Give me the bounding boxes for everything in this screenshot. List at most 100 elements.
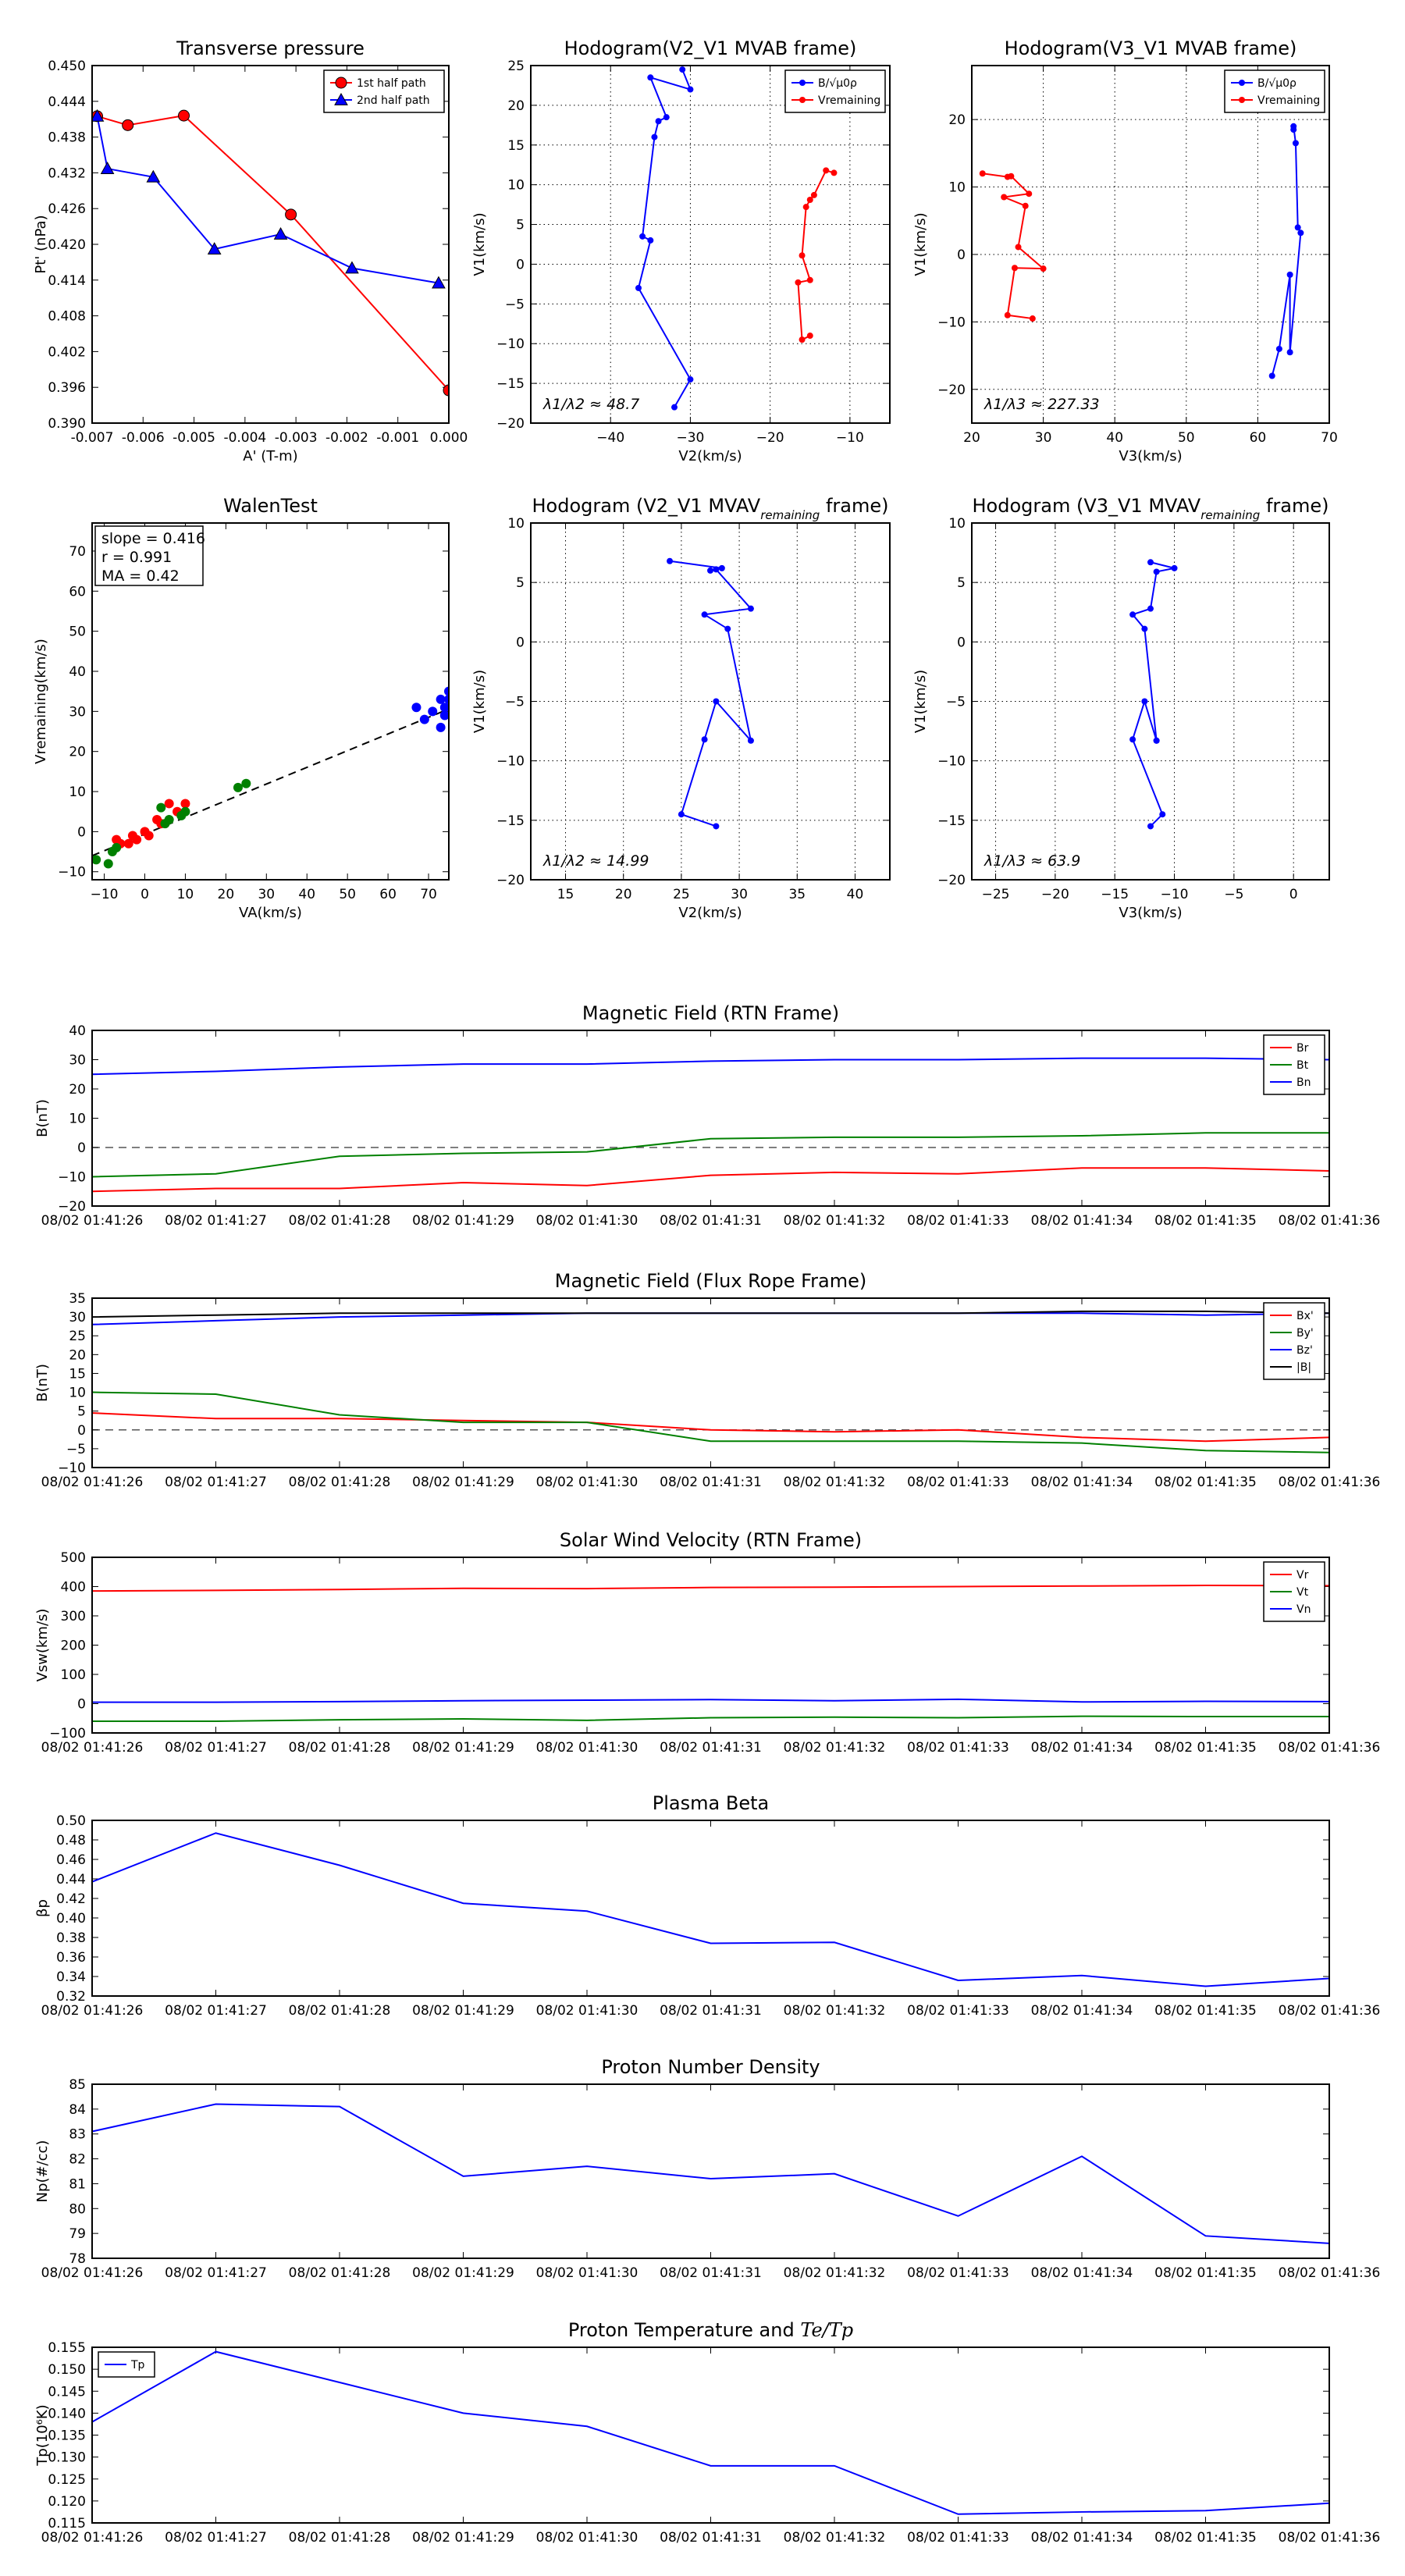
y-tick-label: 0.414 [48,273,86,289]
x-tick-label: 25 [673,887,690,902]
y-tick-label: 0.46 [56,1852,86,1868]
chart-title: Plasma Beta [653,1792,769,1814]
data-point [701,611,708,618]
stats-line: MA = 0.42 [101,568,180,585]
x-tick-label: 08/02 01:41:29 [412,1213,514,1229]
x-tick-label: 60 [1250,430,1267,446]
y-tick-label: 0.36 [56,1950,86,1966]
chart-mag-rtn: Magnetic Field (RTN Frame) 08/02 01:41:26… [34,1002,1380,1229]
x-tick-label: 15 [557,887,574,902]
data-point [144,831,154,841]
x-tick-label: 08/02 01:41:33 [907,2003,1009,2019]
y-tick-label: −10 [496,754,525,770]
data-point [663,114,670,121]
chart-title: Hodogram (V3_V1 MVAVremaining frame) [973,495,1329,522]
x-tick-label: −30 [676,430,704,446]
data-layer [92,686,449,869]
data-point [436,694,446,704]
y-tick-label: 10 [507,516,525,532]
data-point [428,706,438,717]
x-tick-label: 08/02 01:41:31 [660,1213,762,1229]
y-tick-label: 85 [69,2077,86,2093]
data-point [635,284,642,291]
y-tick-label: 0.34 [56,1969,86,1985]
data-point [241,778,251,788]
data-point [1129,611,1136,618]
y-tick-label: −15 [496,376,525,392]
series-line [797,169,834,341]
data-point [1008,173,1015,180]
x-tick-label: 0 [140,887,149,902]
data-point [651,133,658,141]
y-tick-label: 10 [69,785,86,800]
series-line [1271,126,1302,376]
x-tick-label: 0 [1289,887,1298,902]
series-line [92,1391,1329,1453]
legend-label: Vremaining [1257,94,1320,107]
x-tick-label: 20 [963,430,980,446]
x-tick-label: 08/02 01:41:33 [907,2530,1009,2546]
y-tick-label: −10 [496,336,525,352]
legend-box [1263,1302,1325,1380]
x-tick-label: 08/02 01:41:35 [1154,1475,1257,1490]
data-point [810,191,817,198]
x-tick-label: 40 [298,887,315,902]
legend-label: Vn [1297,1603,1311,1616]
y-tick-label: 10 [69,1112,86,1127]
y-tick-label: 10 [948,180,966,196]
series-line [669,560,752,827]
data-point [655,118,662,125]
stats-line: slope = 0.416 [101,530,205,547]
y-tick-label: 0.438 [48,130,86,146]
y-tick-label: 0 [516,257,525,272]
chart-title: Magnetic Field (Flux Rope Frame) [555,1270,866,1292]
x-tick-label: 08/02 01:41:35 [1154,1740,1257,1756]
data-point [1153,568,1160,575]
chart-title: WalenTest [223,495,318,517]
y-tick-label: −100 [49,1726,86,1742]
y-tick-label: 20 [948,112,966,128]
data-point [707,567,713,574]
y-tick-label: 0.42 [56,1891,86,1907]
data-point [419,714,429,724]
y-tick-label: 84 [69,2102,86,2118]
x-tick-label: 08/02 01:41:26 [41,2003,144,2019]
x-tick-label: 60 [379,887,397,902]
chart-title: Hodogram(V3_V1 MVAB frame) [1005,37,1297,59]
y-axis-label: B(nT) [34,1099,51,1137]
x-axis-label: V2(km/s) [678,905,742,921]
data-point [273,226,288,240]
data-layer [1129,559,1178,830]
data-point [806,333,813,340]
y-tick-label: 0.135 [48,2428,86,2444]
data-layer [92,2350,1329,2515]
data-point [156,802,166,813]
x-tick-label: 08/02 01:41:34 [1031,2265,1133,2281]
x-tick-label: 08/02 01:41:29 [412,1740,514,1756]
chart-hodo-v3v1-mvab: Hodogram(V3_V1 MVAB frame) 20 30 40 50 60 70 −2… [912,37,1338,464]
y-tick-label: 15 [69,1366,86,1382]
plot-frame [91,2083,1330,2259]
data-layer [92,2103,1329,2244]
data-point [439,710,449,720]
legend-box [323,69,445,113]
x-tick-label: 08/02 01:41:32 [784,2530,886,2546]
data-point [718,564,725,571]
x-axis-label: V3(km/s) [1119,905,1182,921]
series-line [92,2350,1329,2515]
y-tick-label: 20 [507,98,525,114]
data-point [180,806,190,817]
y-tick-label: 0.115 [48,2516,86,2532]
data-point [1011,265,1018,272]
y-tick-label: 60 [69,584,86,600]
chart-title: Proton Number Density [601,2056,820,2078]
y-tick-label: 0.145 [48,2384,86,2400]
data-point [724,625,731,632]
data-point [285,208,297,221]
x-tick-label: 08/02 01:41:30 [536,2530,638,2546]
data-point [1022,202,1029,209]
x-tick-label: −5 [1224,887,1243,902]
y-tick-label: 83 [69,2127,86,2143]
data-layer [635,66,838,411]
x-tick-label: −40 [596,430,624,446]
